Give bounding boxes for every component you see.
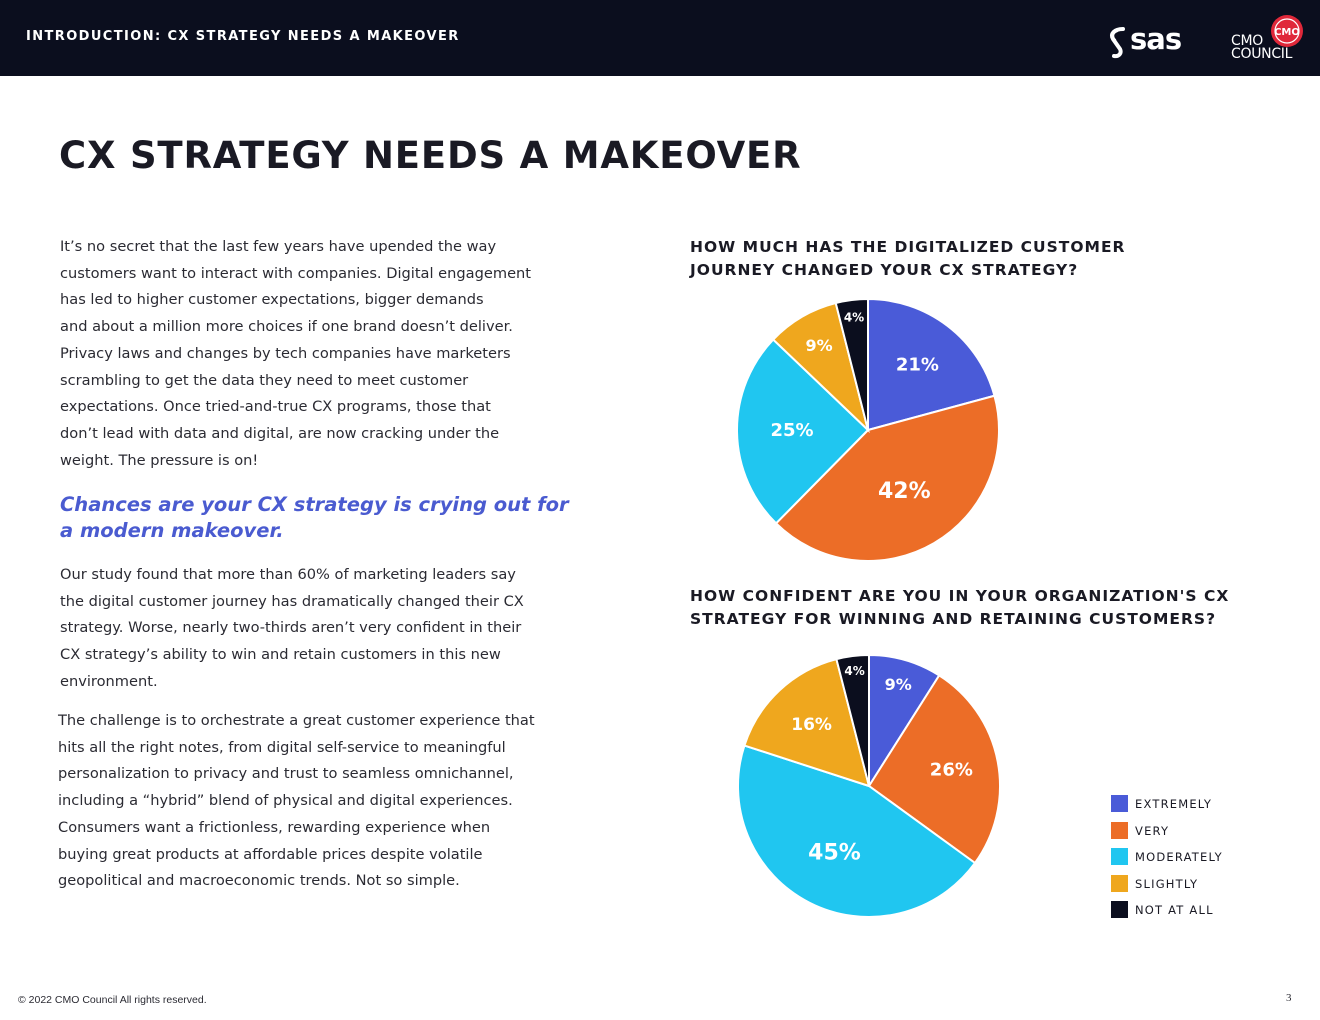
pie-1-slice-very — [774, 394, 1000, 562]
text-line: scrambling to get the data they need to … — [60, 371, 469, 389]
text-line: expectations. Once tried-and-true CX pro… — [60, 398, 491, 416]
pie-2-slice-extremely — [868, 653, 941, 790]
pie-1-data-label: 21% — [896, 354, 939, 375]
pie-2-slice-not-at-all — [835, 653, 870, 787]
callout-line: Chances are your CX strategy is crying o… — [60, 493, 569, 516]
pie-2-data-label: 9% — [885, 675, 912, 694]
legend-swatch — [1111, 875, 1128, 892]
text-line: The challenge is to orchestrate a great … — [58, 712, 535, 729]
text-line: personalization to privacy and trust to … — [58, 765, 514, 783]
legend-swatch — [1111, 901, 1128, 918]
text-line: don’t lead with data and digital, are no… — [60, 424, 500, 442]
cmo-council-logo: CMO CMO COUNCIL — [1228, 12, 1308, 64]
section-label: INTRODUCTION: CX STRATEGY NEEDS A MAKEOV… — [26, 29, 460, 44]
pie-1-slice-not-at-all — [834, 297, 869, 431]
text-line: Privacy laws and changes by tech compani… — [60, 344, 511, 362]
pie-2-data-label: 26% — [930, 759, 973, 780]
text-line: geopolitical and macroeconomic trends. N… — [58, 872, 460, 890]
legend-label: VERY — [1135, 824, 1170, 838]
sas-logo-text: sas — [1130, 22, 1182, 56]
text-line: including a “hybrid” blend of physical a… — [58, 792, 513, 810]
challenge-paragraph: The challenge is to orchestrate a great … — [58, 708, 573, 895]
pie-1-data-label: 4% — [844, 311, 864, 325]
text-line: Consumers want a frictionless, rewarding… — [58, 818, 491, 836]
pie-1-slice-slightly — [771, 301, 870, 434]
cmo-logo-line-2: COUNCIL — [1231, 46, 1293, 62]
chart-2-title: HOW CONFIDENT ARE YOU IN YOUR ORGANIZATI… — [690, 585, 1250, 631]
legend-swatch — [1111, 795, 1128, 812]
pie-2-data-label: 45% — [808, 841, 861, 866]
pie-2-slice-slightly — [743, 657, 871, 788]
text-line: buying great products at affordable pric… — [58, 845, 483, 863]
text-line: weight. The pressure is on! — [60, 451, 259, 469]
text-line: strategy. Worse, nearly two-thirds aren’… — [60, 619, 522, 637]
text-line: CX strategy’s ability to win and retain … — [60, 646, 501, 664]
pie-1-slice-extremely — [867, 297, 996, 432]
legend-label: NOT AT ALL — [1135, 903, 1214, 917]
callout-heading: Chances are your CX strategy is crying o… — [60, 492, 575, 544]
chart-title-line: STRATEGY FOR WINNING AND RETAINING CUSTO… — [690, 610, 1217, 628]
text-line: environment. — [60, 672, 158, 690]
pie-1-data-label: 42% — [878, 479, 931, 504]
text-line: has led to higher customer expectations,… — [60, 291, 484, 309]
chart-title-line: JOURNEY CHANGED YOUR CX STRATEGY? — [690, 261, 1079, 279]
legend-label: EXTREMELY — [1135, 797, 1213, 811]
chart-title-line: HOW MUCH HAS THE DIGITALIZED CUSTOMER — [690, 238, 1126, 256]
pie-1-data-label: 25% — [770, 420, 813, 441]
legend-swatch — [1111, 848, 1128, 865]
text-line: customers want to interact with companie… — [60, 264, 532, 282]
chart-title-line: HOW CONFIDENT ARE YOU IN YOUR ORGANIZATI… — [690, 587, 1230, 605]
pie-2-data-label: 4% — [844, 664, 864, 678]
legend-swatch — [1111, 822, 1128, 839]
page-number: 3 — [1286, 992, 1292, 1004]
intro-paragraph: It’s no secret that the last few years h… — [60, 234, 575, 474]
cmo-seal-icon: CMO — [1271, 15, 1303, 47]
text-line: Our study found that more than 60% of ma… — [60, 566, 516, 583]
page-title: CX STRATEGY NEEDS A MAKEOVER — [59, 134, 802, 177]
header-bar: INTRODUCTION: CX STRATEGY NEEDS A MAKEOV… — [0, 0, 1320, 76]
chart-1-title: HOW MUCH HAS THE DIGITALIZED CUSTOMER JO… — [690, 236, 1250, 282]
pie-2-slice-moderately — [737, 744, 977, 918]
sas-logo: sas — [1108, 22, 1192, 62]
pie-2-data-label: 16% — [791, 715, 832, 735]
text-line: hits all the right notes, from digital s… — [58, 738, 506, 756]
cmo-seal-text: CMO — [1274, 27, 1300, 38]
copyright-notice: © 2022 CMO Council All rights reserved. — [18, 994, 207, 1006]
text-line: and about a million more choices if one … — [60, 318, 513, 336]
legend-label: MODERATELY — [1135, 850, 1223, 864]
callout-line: a modern makeover. — [60, 519, 284, 542]
pie-1-data-label: 9% — [806, 336, 833, 355]
legend-label: SLIGHTLY — [1135, 877, 1199, 891]
study-paragraph: Our study found that more than 60% of ma… — [60, 562, 575, 696]
cmo-logo-line-1: CMO — [1231, 33, 1263, 49]
pie-2-slice-very — [867, 674, 1001, 865]
pie-1-slice-moderately — [736, 338, 870, 525]
sas-swoosh-icon — [1110, 27, 1125, 59]
text-line: the digital customer journey has dramati… — [60, 592, 524, 610]
text-line: It’s no secret that the last few years h… — [60, 238, 497, 255]
